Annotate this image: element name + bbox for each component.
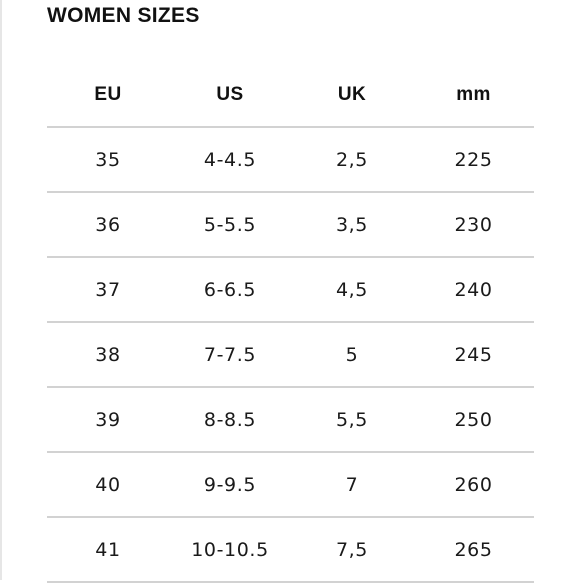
us-size-cell: 8-8.5 [203,408,257,431]
uk-size-cell: 4,5 [335,278,369,301]
mm-length-cell: 230 [454,213,493,236]
mm-length-cell: 265 [454,538,493,561]
table-row: 36 5-5.5 3,5 230 [47,193,534,258]
eu-size-cell: 39 [95,408,121,431]
eu-size-cell: 40 [95,473,121,496]
size-chart-table: EU US UK mm 35 4-4.5 2,5 225 36 5-5.5 3,… [47,64,534,583]
us-size-cell: 4-4.5 [203,148,257,171]
page-title: WOMEN SIZES [47,4,200,27]
column-header-mm: mm [456,84,491,105]
eu-size-cell: 41 [95,538,121,561]
mm-length-cell: 225 [454,148,493,171]
us-size-cell: 9-9.5 [203,473,257,496]
eu-size-cell: 37 [95,278,121,301]
table-row: 39 8-8.5 5,5 250 [47,388,534,453]
mm-length-cell: 250 [454,408,493,431]
column-header-eu: EU [94,84,122,105]
mm-length-cell: 260 [454,473,493,496]
uk-size-cell: 5,5 [335,408,369,431]
left-edge-divider [0,0,2,580]
column-header-uk: UK [337,84,367,105]
column-header-us: US [216,84,244,105]
table-row: 41 10-10.5 7,5 265 [47,518,534,583]
us-size-cell: 6-6.5 [203,278,257,301]
table-row: 40 9-9.5 7 260 [47,453,534,518]
mm-length-cell: 245 [454,343,493,366]
uk-size-cell: 3,5 [335,213,369,236]
eu-size-cell: 35 [95,148,121,171]
uk-size-cell: 7,5 [335,538,369,561]
uk-size-cell: 7 [345,473,359,496]
us-size-cell: 7-7.5 [203,343,257,366]
table-row: 37 6-6.5 4,5 240 [47,258,534,323]
table-row: 35 4-4.5 2,5 225 [47,128,534,193]
eu-size-cell: 36 [95,213,121,236]
table-header-row: EU US UK mm [47,64,534,128]
us-size-cell: 10-10.5 [191,538,269,561]
mm-length-cell: 240 [454,278,493,301]
uk-size-cell: 5 [345,343,359,366]
eu-size-cell: 38 [95,343,121,366]
table-row: 38 7-7.5 5 245 [47,323,534,388]
uk-size-cell: 2,5 [335,148,369,171]
us-size-cell: 5-5.5 [203,213,257,236]
